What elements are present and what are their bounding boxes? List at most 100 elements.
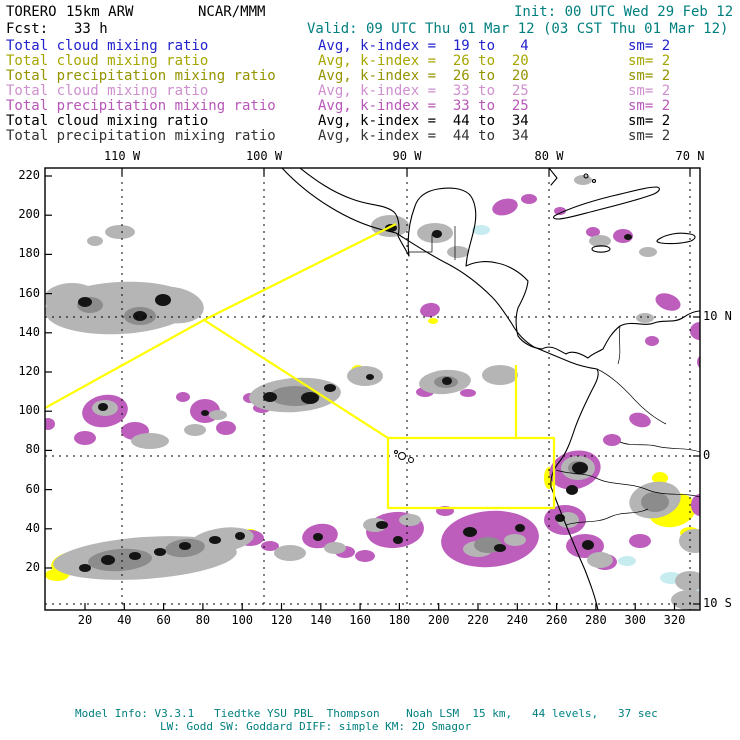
cloud-blob bbox=[574, 175, 592, 185]
y-grid-label: 180 bbox=[18, 246, 40, 261]
y-grid-label: 220 bbox=[18, 168, 40, 182]
x-grid-label: 320 bbox=[663, 613, 686, 627]
y-grid-label: 80 bbox=[25, 442, 40, 457]
legend-row: Total cloud mixing ratio Avg, k-index = … bbox=[0, 84, 740, 99]
legend-smoothing: sm= 2 bbox=[628, 68, 671, 84]
precip-blob bbox=[521, 194, 537, 204]
x-grid-label: 100 bbox=[231, 613, 254, 627]
cloud-blob bbox=[140, 286, 204, 324]
lat-label: 0 bbox=[703, 448, 711, 462]
y-grid-label: 140 bbox=[18, 324, 40, 339]
cloud-core-blob bbox=[179, 542, 191, 550]
cloud-core-blob bbox=[432, 230, 442, 238]
legend-row: Total precipitation mixing ratio Avg, k-… bbox=[0, 99, 740, 114]
precip-blob bbox=[690, 322, 700, 340]
legend-kindex: Avg, k-index = 44 to 34 bbox=[318, 128, 529, 144]
cloud-core-blob bbox=[393, 536, 403, 544]
precip-blob bbox=[691, 494, 700, 516]
model-physics-line: LW: Godd SW: Goddard DIFF: simple KM: 2D… bbox=[160, 720, 472, 733]
legend-kindex: Avg, k-index = 19 to 4 bbox=[318, 38, 529, 54]
cloud-core-blob bbox=[442, 377, 452, 385]
cloud-blob bbox=[209, 410, 227, 420]
country-border bbox=[596, 325, 667, 425]
cloud-core-blob bbox=[566, 485, 578, 495]
cloud-core-blob bbox=[515, 524, 525, 532]
x-grid-label: 300 bbox=[624, 613, 647, 627]
cloud-blob bbox=[447, 246, 469, 258]
country-border bbox=[565, 508, 649, 526]
model-name: TORERO bbox=[6, 4, 57, 20]
lon-label: 70 N bbox=[675, 149, 705, 163]
init-time: Init: 00 UTC Wed 29 Feb 12 bbox=[514, 4, 734, 20]
x-grid-label: 180 bbox=[388, 613, 411, 627]
cloud-core-blob bbox=[463, 527, 477, 537]
cloud-core-blob bbox=[301, 392, 319, 404]
caribbean-coastline bbox=[299, 168, 700, 359]
cloud-core-blob bbox=[313, 533, 323, 541]
cloud-core-blob bbox=[129, 552, 141, 560]
legend-label: Total precipitation mixing ratio bbox=[6, 68, 276, 84]
precip-blob bbox=[697, 356, 700, 368]
florida-tip-outline bbox=[548, 168, 558, 186]
precip-blob bbox=[45, 418, 55, 430]
x-grid-label: 200 bbox=[427, 613, 450, 627]
hispaniola-outline bbox=[656, 232, 696, 245]
legend-kindex: Avg, k-index = 33 to 25 bbox=[318, 83, 529, 99]
legend-kindex: Avg, k-index = 44 to 34 bbox=[318, 113, 529, 129]
y-grid-label: 120 bbox=[18, 364, 40, 378]
cloud-blob bbox=[587, 552, 613, 568]
model-center: NCAR/MMM bbox=[198, 4, 266, 20]
y-grid-label: 200 bbox=[18, 207, 40, 222]
cloud-blob bbox=[482, 365, 518, 385]
precip-blob bbox=[554, 207, 566, 215]
galapagos-islands bbox=[394, 450, 414, 463]
cuba-outline bbox=[553, 186, 660, 220]
precip-blob bbox=[629, 412, 651, 428]
x-grid-label: 40 bbox=[117, 613, 132, 627]
x-grid-label: 280 bbox=[585, 613, 607, 627]
yellow-cloud-blob bbox=[428, 318, 438, 324]
cloud-blob bbox=[679, 529, 700, 553]
x-grid-label: 240 bbox=[506, 613, 529, 627]
x-grid-label: 220 bbox=[467, 613, 489, 627]
legend-label: Total precipitation mixing ratio bbox=[6, 128, 276, 144]
legend-label: Total cloud mixing ratio bbox=[6, 113, 209, 129]
cloud-core-blob bbox=[324, 384, 336, 392]
lon-label: 80 W bbox=[534, 149, 564, 163]
legend-row: Total precipitation mixing ratio Avg, k-… bbox=[0, 129, 740, 144]
lat-label: 10 S bbox=[703, 596, 732, 610]
cloud-core-blob bbox=[78, 297, 92, 307]
valid-time: Valid: 09 UTC Thu 01 Mar 12 (03 CST Thu … bbox=[307, 21, 729, 37]
cyan-cloud-blob bbox=[618, 556, 636, 566]
legend-kindex: Avg, k-index = 33 to 25 bbox=[318, 98, 529, 114]
study-area-box bbox=[386, 436, 556, 510]
cloud-blob bbox=[131, 433, 169, 449]
x-grid-label: 60 bbox=[156, 613, 171, 627]
yellow-cloud-blob bbox=[652, 472, 668, 484]
axis-ticks bbox=[45, 168, 700, 610]
cloud-blob bbox=[105, 225, 135, 239]
cloud-core-blob bbox=[235, 532, 245, 540]
cloud-core-blob bbox=[101, 555, 115, 565]
precip-blob bbox=[645, 336, 659, 346]
cloud-blob bbox=[87, 236, 103, 246]
legend-label: Total cloud mixing ratio bbox=[6, 83, 209, 99]
lat-label: 10 N bbox=[703, 309, 732, 323]
precip-blob bbox=[74, 431, 96, 445]
y-grid-label: 60 bbox=[25, 481, 40, 496]
precip-blob bbox=[629, 534, 651, 548]
legend-kindex: Avg, k-index = 26 to 20 bbox=[318, 53, 529, 69]
bahamas-islet bbox=[583, 173, 589, 179]
model-field-blobs bbox=[45, 175, 700, 610]
river-line bbox=[619, 441, 700, 453]
precip-blob bbox=[420, 302, 440, 318]
legend-smoothing: sm= 2 bbox=[628, 113, 671, 129]
river-line bbox=[555, 469, 700, 498]
cloud-core-blob bbox=[133, 311, 147, 321]
legend-row: Total cloud mixing ratio Avg, k-index = … bbox=[0, 39, 740, 54]
legend-label: Total precipitation mixing ratio bbox=[6, 98, 276, 114]
legend-row: Total cloud mixing ratio Avg, k-index = … bbox=[0, 114, 740, 129]
precip-blob bbox=[460, 389, 476, 397]
y-grid-label: 40 bbox=[25, 520, 40, 535]
cloud-blob bbox=[675, 571, 700, 591]
